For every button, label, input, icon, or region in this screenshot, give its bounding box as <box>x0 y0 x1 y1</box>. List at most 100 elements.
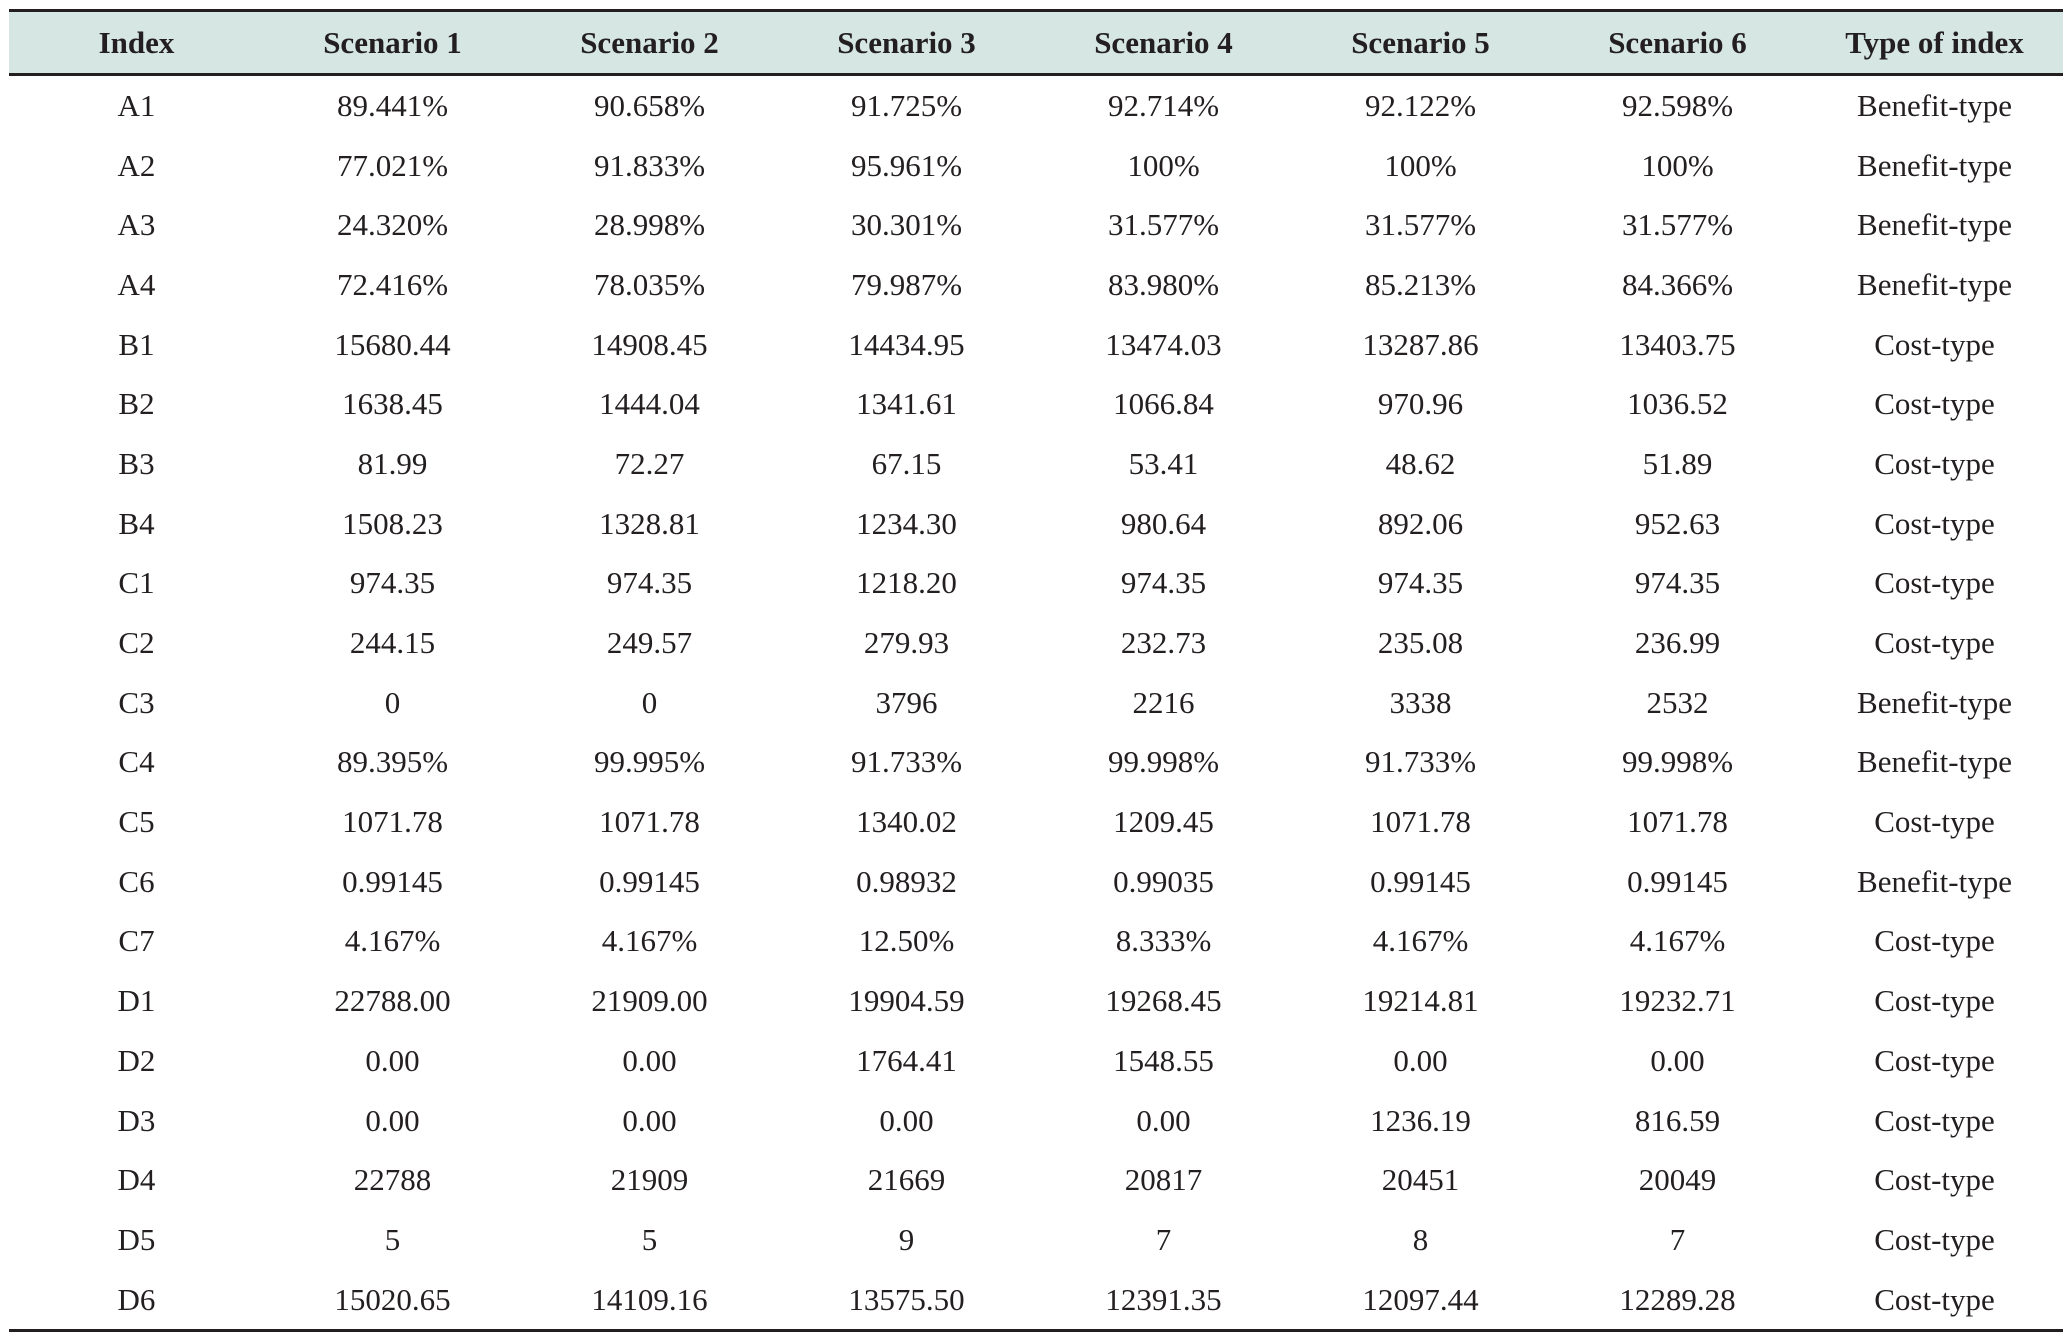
scenario-value-cell: 0.99035 <box>1113 863 1214 899</box>
scenario-value-cell: 12391.35 <box>1035 1269 1292 1333</box>
type-cell: Cost-type <box>1874 923 1995 959</box>
table-row: D1 22788.00 21909.00 19904.59 19268.45 19214.… <box>9 971 2063 1031</box>
index-cell: A4 <box>117 266 156 302</box>
scenario-value-cell: 89.441% <box>336 87 449 123</box>
column-header: Index <box>9 9 264 76</box>
index-cell: C1 <box>118 565 155 601</box>
scenario-value-cell: 13575.50 <box>778 1269 1035 1333</box>
scenario-value-cell: 1036.52 <box>1627 386 1728 422</box>
scenario-value-cell: 13287.86 <box>1362 326 1479 362</box>
scenario-value-cell: 78.035% <box>593 266 706 302</box>
table-row: C6 0.99145 0.99145 0.98932 0.99035 0.99145 0.9… <box>9 852 2063 912</box>
scenario-value-cell: 235.08 <box>1377 625 1464 661</box>
scenario-value-cell: 1071.78 <box>1627 804 1728 840</box>
table-row: D6 15020.65 14109.16 13575.50 12391.35 12097.… <box>9 1269 2063 1333</box>
scenario-value-cell: 100% <box>1641 147 1714 183</box>
table-row: D3 0.00 0.00 0.00 0.00 1236.19 816.59 Cost-type <box>9 1091 2063 1151</box>
index-cell: D2 <box>117 1042 156 1078</box>
scenario-value-cell: 92.598% <box>1621 87 1734 123</box>
scenario-value-cell: 91.733% <box>850 744 963 780</box>
type-cell: Benefit-type <box>1857 266 2012 302</box>
scenario-value-cell: 232.73 <box>1120 625 1207 661</box>
scenario-value-cell: 51.89 <box>1642 445 1713 481</box>
scenario-value-cell: 81.99 <box>357 445 428 481</box>
type-cell: Cost-type <box>1874 1102 1995 1138</box>
scenario-value-cell: 0.00 <box>365 1042 420 1078</box>
scenario-value-cell: 20049 <box>1638 1162 1717 1198</box>
scenario-value-cell: 14434.95 <box>848 326 965 362</box>
table-body: A1 89.441% 90.658% 91.725% 92.714% 92.122% 92.… <box>9 75 2063 1333</box>
table-row: C5 1071.78 1071.78 1340.02 1209.45 1071.78 107… <box>9 792 2063 852</box>
type-cell: Benefit-type <box>1857 147 2012 183</box>
table-row: A1 89.441% 90.658% 91.725% 92.714% 92.122% 92.… <box>9 75 2063 136</box>
type-cell: Cost-type <box>1874 1042 1995 1078</box>
table-row: B3 81.99 72.27 67.15 53.41 48.62 51.89 Cost-typ… <box>9 434 2063 494</box>
index-cell: B3 <box>118 445 155 481</box>
type-cell: Benefit-type <box>1857 87 2012 123</box>
scenario-value-cell: 1066.84 <box>1113 386 1214 422</box>
scenario-value-cell: 100% <box>1384 147 1457 183</box>
scenario-value-cell: 1234.30 <box>856 505 957 541</box>
scenario-value-cell: 19268.45 <box>1105 983 1222 1019</box>
scenario-value-cell: 7 <box>1669 1221 1686 1257</box>
scenario-value-cell: 19232.71 <box>1619 983 1736 1019</box>
table-row: C3 0 0 3796 2216 3338 2532 Benefit-type <box>9 673 2063 733</box>
scenario-value-cell: 83.980% <box>1107 266 1220 302</box>
scenario-value-cell: 99.998% <box>1107 744 1220 780</box>
scenario-value-cell: 72.416% <box>336 266 449 302</box>
index-cell: B4 <box>118 505 155 541</box>
scenario-value-cell: 14109.16 <box>521 1269 778 1333</box>
scenario-value-cell: 1764.41 <box>856 1042 957 1078</box>
table-row: B1 15680.44 14908.45 14434.95 13474.03 13287.… <box>9 315 2063 375</box>
scenario-value-cell: 91.725% <box>850 87 963 123</box>
scenario-value-cell: 1071.78 <box>599 804 700 840</box>
scenario-value-cell: 1236.19 <box>1370 1102 1471 1138</box>
scenario-value-cell: 1209.45 <box>1113 804 1214 840</box>
scenario-value-cell: 72.27 <box>614 445 685 481</box>
scenario-value-cell: 14908.45 <box>591 326 708 362</box>
column-header: Scenario 1 <box>264 9 521 76</box>
scenario-value-cell: 974.35 <box>1377 565 1464 601</box>
scenario-value-cell: 816.59 <box>1634 1102 1721 1138</box>
scenario-value-cell: 974.35 <box>1634 565 1721 601</box>
scenario-value-cell: 1328.81 <box>599 505 700 541</box>
index-cell: C2 <box>118 625 155 661</box>
scenario-value-cell: 92.714% <box>1107 87 1220 123</box>
type-cell: Benefit-type <box>1857 684 2012 720</box>
scenario-index-table: Index Scenario 1 Scenario 2 Scenario 3 Scena… <box>9 9 2063 1333</box>
column-header: Scenario 6 <box>1549 9 1806 76</box>
column-header: Scenario 3 <box>778 9 1035 76</box>
scenario-value-cell: 99.995% <box>593 744 706 780</box>
scenario-value-cell: 236.99 <box>1634 625 1721 661</box>
type-cell: Cost-type <box>1874 1162 1995 1198</box>
scenario-value-cell: 7 <box>1155 1221 1172 1257</box>
index-cell: D1 <box>117 983 156 1019</box>
scenario-value-cell: 9 <box>898 1221 915 1257</box>
table-row: C2 244.15 249.57 279.93 232.73 235.08 236.99 Co… <box>9 613 2063 673</box>
index-cell: C4 <box>118 744 155 780</box>
scenario-value-cell: 92.122% <box>1364 87 1477 123</box>
scenario-value-cell: 12289.28 <box>1549 1269 1806 1333</box>
scenario-value-cell: 67.15 <box>871 445 942 481</box>
scenario-value-cell: 970.96 <box>1377 386 1464 422</box>
scenario-value-cell: 19904.59 <box>848 983 965 1019</box>
scenario-value-cell: 4.167% <box>601 923 698 959</box>
scenario-value-cell: 89.395% <box>336 744 449 780</box>
scenario-index-table-container: Index Scenario 1 Scenario 2 Scenario 3 Scena… <box>9 9 2063 1333</box>
scenario-value-cell: 77.021% <box>336 147 449 183</box>
scenario-value-cell: 974.35 <box>349 565 436 601</box>
scenario-value-cell: 0.00 <box>879 1102 934 1138</box>
scenario-value-cell: 4.167% <box>1372 923 1469 959</box>
index-cell: B2 <box>118 386 155 422</box>
scenario-value-cell: 2532 <box>1646 684 1709 720</box>
scenario-value-cell: 21909 <box>610 1162 689 1198</box>
scenario-value-cell: 31.577% <box>1107 207 1220 243</box>
scenario-value-cell: 3796 <box>875 684 938 720</box>
scenario-value-cell: 0.00 <box>365 1102 420 1138</box>
scenario-value-cell: 28.998% <box>593 207 706 243</box>
scenario-value-cell: 13474.03 <box>1105 326 1222 362</box>
index-cell: B1 <box>118 326 155 362</box>
scenario-value-cell: 8.333% <box>1115 923 1212 959</box>
scenario-value-cell: 95.961% <box>850 147 963 183</box>
column-header: Scenario 2 <box>521 9 778 76</box>
